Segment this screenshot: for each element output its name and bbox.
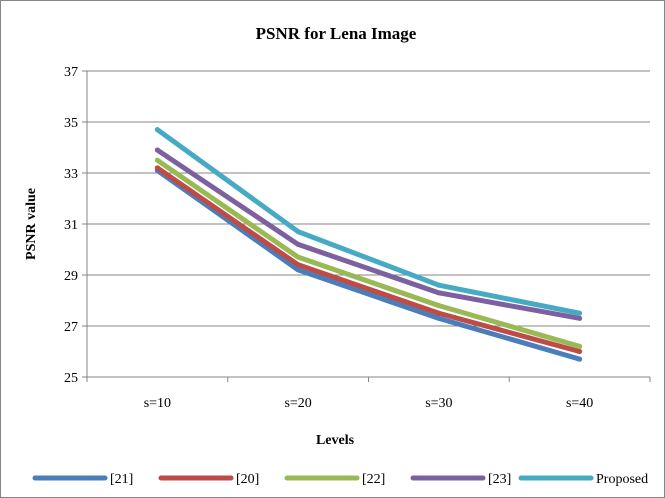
y-tick-label: 37: [64, 65, 78, 80]
x-tick-label: s=30: [425, 396, 452, 411]
data-point: [577, 349, 583, 354]
data-point: [577, 343, 583, 349]
data-point: [436, 290, 442, 296]
data-point: [436, 282, 442, 288]
y-tick-label: 35: [64, 116, 78, 131]
y-tick-labels: 25 27 29 31 33 35 37: [64, 65, 78, 386]
x-tick-labels: s=10 s=20 s=30 s=40: [144, 396, 594, 411]
series-line-21: [154, 167, 583, 362]
y-tick-label: 29: [64, 269, 78, 284]
chart-title: PSNR for Lena Image: [256, 24, 417, 43]
data-point: [577, 310, 583, 316]
y-tick-label: 27: [64, 320, 78, 335]
data-point: [295, 229, 301, 235]
axes: [86, 71, 651, 382]
legend-label: [21]: [110, 472, 133, 487]
data-point: [154, 147, 160, 153]
data-point: [295, 262, 301, 268]
data-point: [436, 310, 442, 316]
data-point: [436, 303, 442, 309]
data-point: [154, 165, 160, 171]
series-line-20: [154, 165, 583, 354]
gridlines: [82, 70, 650, 378]
series-line-proposed: [154, 127, 583, 316]
y-tick-label: 25: [64, 371, 78, 386]
x-tick-label: s=40: [566, 396, 593, 411]
data-point: [154, 127, 160, 133]
legend-label: Proposed: [596, 472, 648, 487]
y-tick-label: 33: [64, 167, 78, 182]
data-point: [577, 356, 583, 362]
x-tick-label: s=20: [284, 396, 311, 411]
data-point: [436, 315, 442, 321]
series-line-22: [154, 157, 583, 349]
x-axis-title: Levels: [316, 433, 355, 448]
data-point: [295, 267, 301, 273]
y-tick-label: 31: [64, 218, 78, 233]
data-point: [577, 315, 583, 321]
data-point: [295, 254, 301, 260]
legend: [21] [20] [22] [23] Proposed: [32, 472, 648, 487]
legend-label: [23]: [488, 472, 511, 487]
series-line-23: [154, 147, 583, 321]
legend-label: [20]: [236, 472, 259, 487]
series-lines: [154, 127, 583, 362]
y-axis-title: PSNR value: [24, 188, 39, 260]
x-tick-label: s=10: [144, 396, 171, 411]
data-point: [154, 157, 160, 163]
data-point: [295, 241, 301, 247]
legend-label: [22]: [362, 472, 385, 487]
